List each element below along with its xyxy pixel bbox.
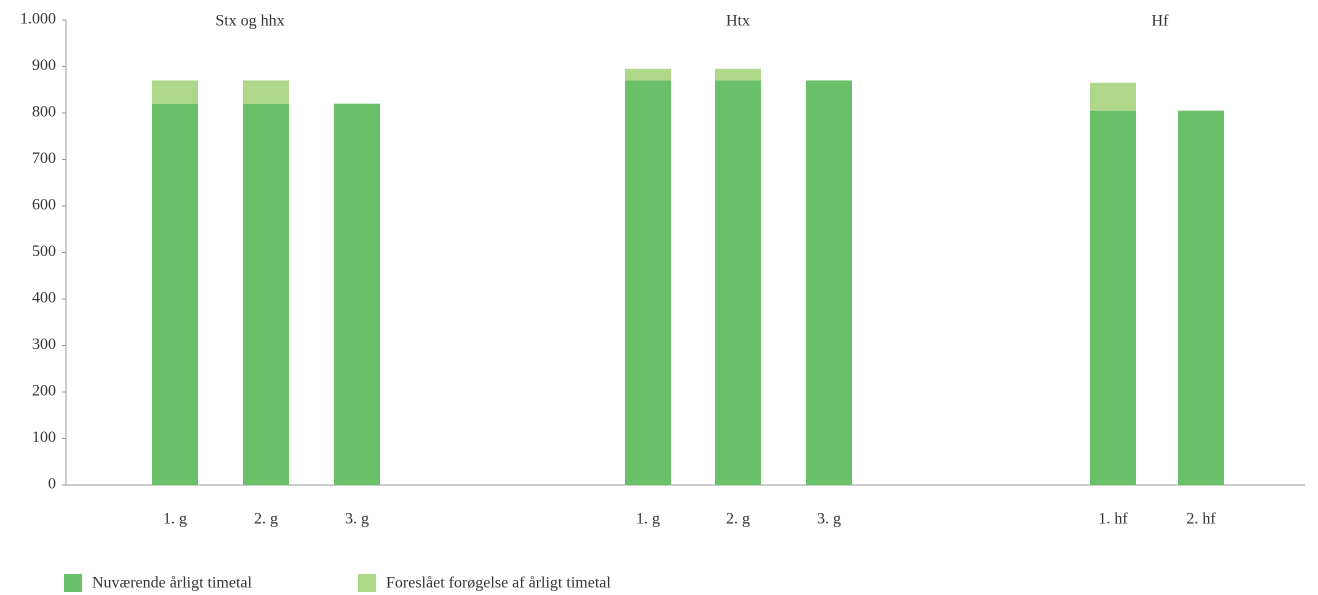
- y-tick-label: 900: [32, 57, 56, 74]
- y-tick-label: 200: [32, 383, 56, 400]
- y-tick-label: 700: [32, 150, 56, 167]
- y-tick-label: 400: [32, 290, 56, 307]
- y-tick-label: 0: [48, 476, 56, 493]
- y-tick-label: 1.000: [20, 11, 56, 28]
- bar-segment: [1090, 110, 1136, 486]
- x-tick-label: 2. g: [726, 511, 750, 528]
- y-tick-label: 100: [32, 429, 56, 446]
- bar-segment: [1090, 82, 1136, 111]
- x-tick-label: 1. g: [163, 511, 187, 528]
- x-tick-label: 3. g: [817, 511, 841, 528]
- y-tick-label: 800: [32, 104, 56, 121]
- y-tick-label: 600: [32, 197, 56, 214]
- bar-segment: [715, 68, 761, 81]
- y-tick-label: 500: [32, 243, 56, 260]
- group-label: Htx: [726, 13, 750, 30]
- x-tick-label: 1. g: [636, 511, 660, 528]
- group-label: Hf: [1152, 13, 1170, 30]
- legend-swatch: [358, 574, 376, 592]
- legend-label: Nuværende årligt timetal: [92, 575, 253, 592]
- bar-segment: [243, 103, 289, 485]
- legend-label: Foreslået forøgelse af årligt timetal: [386, 575, 611, 592]
- group-label: Stx og hhx: [215, 13, 284, 30]
- bar-segment: [152, 103, 198, 485]
- x-tick-label: 1. hf: [1098, 511, 1128, 528]
- bar-segment: [715, 80, 761, 485]
- bar-segment: [243, 80, 289, 104]
- bar-segment: [806, 80, 852, 485]
- legend-swatch: [64, 574, 82, 592]
- x-tick-label: 2. hf: [1186, 511, 1216, 528]
- bar-segment: [334, 103, 380, 485]
- bar-segment: [625, 80, 671, 485]
- bar-segment: [152, 80, 198, 104]
- x-tick-label: 3. g: [345, 511, 369, 528]
- bar-segment: [1178, 110, 1224, 486]
- bar-segment: [625, 68, 671, 81]
- x-tick-label: 2. g: [254, 511, 278, 528]
- y-tick-label: 300: [32, 336, 56, 353]
